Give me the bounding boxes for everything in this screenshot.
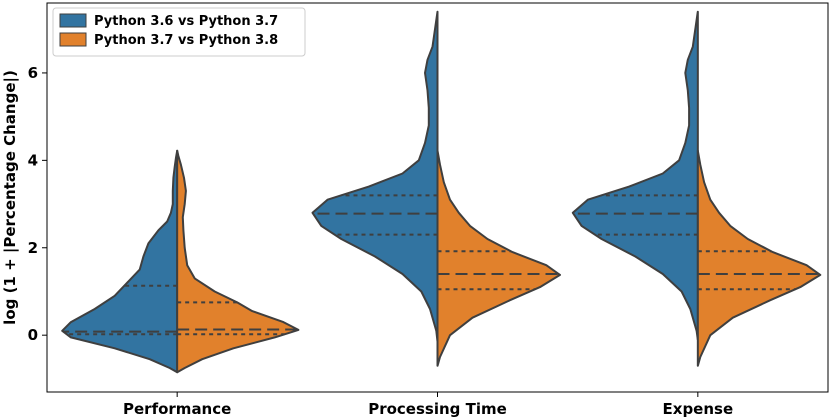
x-tick-label: Performance xyxy=(123,400,231,418)
y-tick-label: 0 xyxy=(28,326,38,344)
x-axis: Performance Processing Time Expense xyxy=(123,392,733,418)
legend-swatch xyxy=(59,32,87,47)
violin-right-2 xyxy=(696,149,822,367)
y-axis-label: log (1 + |Percentage Change|) xyxy=(1,70,20,325)
violin-left-2 xyxy=(571,10,699,341)
legend-entry: Python 3.6 vs Python 3.7 xyxy=(94,14,278,29)
legend-box xyxy=(52,7,306,57)
y-tick-label: 6 xyxy=(28,64,38,82)
violin-right-0 xyxy=(176,149,300,374)
y-axis: 0 2 4 6 xyxy=(28,64,47,344)
x-tick-label: Expense xyxy=(663,400,734,418)
violin-right-1 xyxy=(436,149,561,367)
y-tick-label: 4 xyxy=(28,151,38,169)
plot-area xyxy=(46,2,829,393)
legend-entry: Python 3.7 vs Python 3.8 xyxy=(94,33,278,48)
violin-left-1 xyxy=(311,10,439,343)
y-tick-label: 2 xyxy=(28,239,38,257)
legend-swatch xyxy=(59,13,87,28)
x-tick-label: Processing Time xyxy=(368,400,507,418)
violin-left-0 xyxy=(61,149,179,374)
legend: Python 3.6 vs Python 3.7 Python 3.7 vs Py… xyxy=(52,7,306,57)
